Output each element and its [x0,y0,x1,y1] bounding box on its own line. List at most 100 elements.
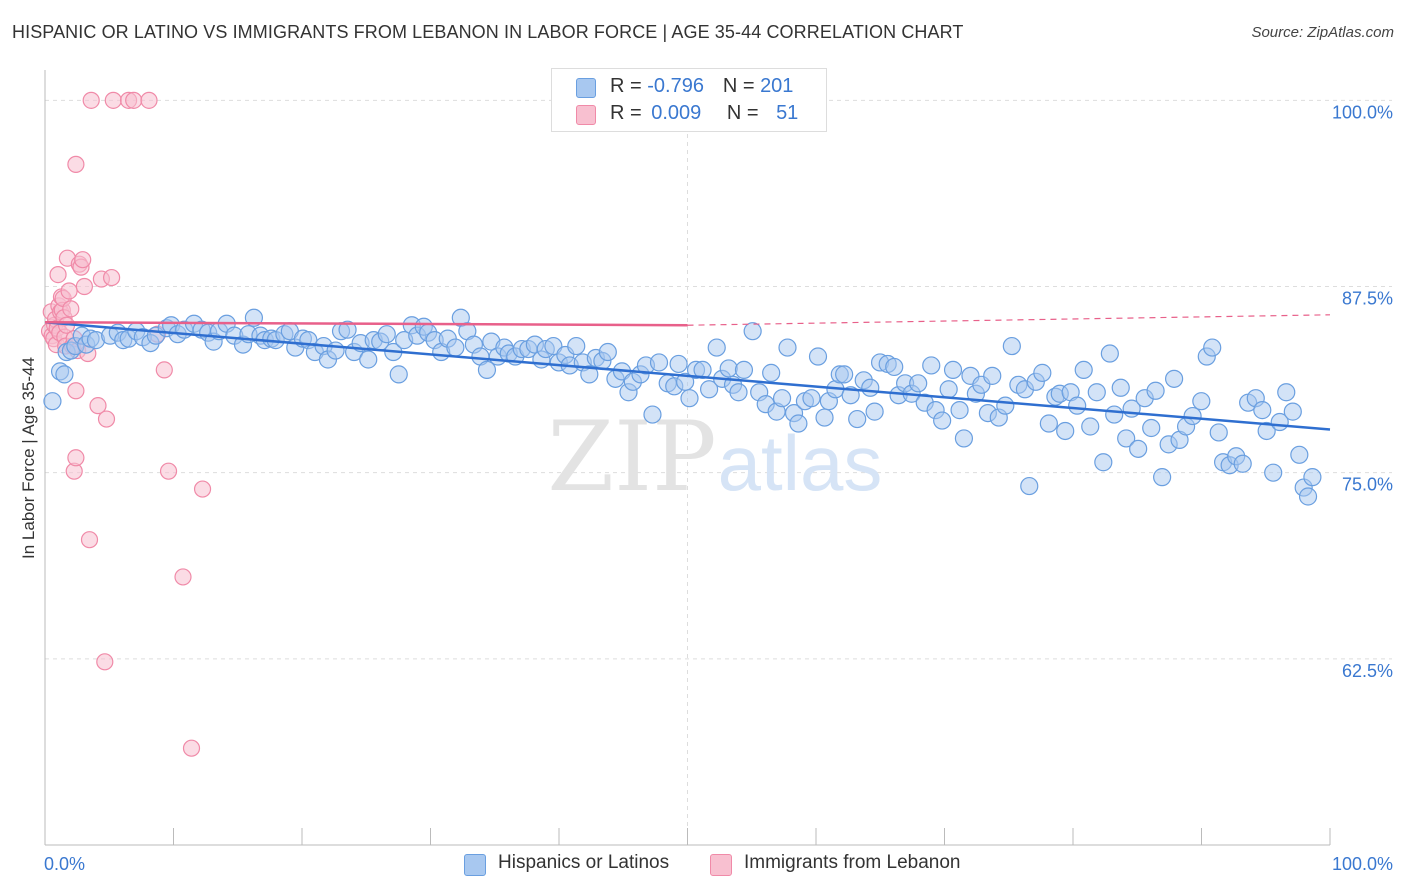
hispanic-point [762,363,781,382]
hispanic-point [815,408,834,427]
hispanic-point [1074,360,1093,380]
hispanic-point [1068,396,1087,415]
hispanic-point [389,365,408,384]
lebanon-point [82,91,100,109]
hispanic-point [734,360,754,380]
hispanic-point [693,360,712,380]
tick-labels: 62.5% 75.0% 87.5% 100.0% 0.0% 100.0% [44,102,1393,874]
hispanic-point [1290,445,1309,464]
axes [44,70,1331,846]
lebanon-point [174,568,192,586]
lebanon-point [49,265,67,284]
hispanic-point [1002,336,1021,356]
hispanic-point [1094,453,1113,472]
hispanic-point [772,389,792,408]
hispanic-point [983,366,1002,385]
y-tick-label: 100.0% [1332,102,1393,122]
trend-lines [44,314,1331,431]
hispanic-swatch [464,854,486,876]
hispanic-point [1146,381,1165,400]
legend-r-label: R = [610,102,642,124]
hispanic-point [1203,338,1222,357]
hispanic-point [933,411,952,430]
blue-series [43,308,1322,506]
blue-swatch [576,78,596,98]
hispanic-point [1183,406,1202,426]
hispanic-point [885,357,904,377]
legend-n-label: N = [726,102,759,124]
hispanic-point [1209,423,1228,442]
y-tick-label: 62.5% [1342,661,1393,681]
hispanic-label: Hispanics or Latinos [498,852,670,873]
hispanic-point [1111,378,1130,397]
hispanic-point [1153,468,1172,487]
hispanic-point [954,429,974,448]
hispanic-point [359,350,378,369]
hispanic-point [1264,463,1283,482]
lebanon-point [62,300,80,318]
hispanic-point [1303,468,1322,487]
lebanon-point [97,410,116,428]
hispanic-point [1298,487,1318,506]
hispanic-point [1033,363,1052,382]
pink-swatch [576,105,596,125]
lebanon-point [104,91,122,109]
hispanic-point [1105,405,1124,424]
lebanon-point [155,361,173,379]
hispanic-point [1164,369,1184,388]
lebanon-point [67,382,85,400]
lebanon-label: Immigrants from Lebanon [744,852,961,873]
pink-series [40,91,212,757]
hispanic-point [1142,418,1161,438]
hispanic-point [649,353,669,372]
lebanon-point [60,282,78,300]
source-label: Source: ZipAtlas.com [1251,24,1394,41]
legend-r-value: -0.796 [647,75,704,97]
x-tick-label: 100.0% [1332,854,1393,874]
legend-r-value: 0.009 [651,102,702,124]
hispanic-point [669,354,688,374]
hispanic-trend-line [44,321,1331,431]
x-tick-label: 0.0% [44,854,85,874]
lebanon-point [74,251,92,269]
lebanon-point [193,480,212,498]
hispanic-point [743,322,762,341]
hispanic-point [1056,421,1075,441]
hispanic-point [1039,414,1058,433]
y-tick-label: 75.0% [1342,475,1393,495]
correlation-legend: R = -0.796 N = 201 R = 0.009 N = 51 [551,68,827,132]
hispanic-point [1087,383,1106,402]
legend-r-label: R = [610,75,642,97]
legend-n-value: 51 [776,102,799,124]
hispanic-point [1117,429,1136,448]
hispanic-point [446,338,465,357]
hispanic-point [707,338,726,357]
lebanon-point [80,531,99,549]
hispanic-point [729,383,748,402]
hispanic-point [1020,476,1039,496]
lebanon-point [67,155,85,173]
hispanic-point [848,409,867,429]
watermark-zip: ZIP [547,401,716,513]
hispanic-point [939,380,958,399]
hispanic-point [778,338,797,357]
hispanic-point [1192,392,1211,411]
lebanon-point [125,91,143,109]
hispanic-point [580,365,599,384]
hispanic-point [338,320,357,339]
hispanic-point [43,392,62,411]
hispanic-point [835,365,854,384]
hispanic-point [55,365,74,384]
legend-n-label: N = [722,75,755,97]
chart-title: HISPANIC OR LATINO VS IMMIGRANTS FROM LE… [12,22,964,42]
y-axis-label: In Labor Force | Age 35-44 [19,357,38,559]
hispanic-point [922,356,941,375]
y-tick-label: 87.5% [1342,289,1393,309]
lebanon-point [89,397,107,415]
hispanic-point [1283,402,1302,421]
hispanic-point [326,341,345,360]
hispanic-point [1257,421,1276,441]
hispanic-point [943,360,963,380]
hispanic-point [643,405,662,424]
